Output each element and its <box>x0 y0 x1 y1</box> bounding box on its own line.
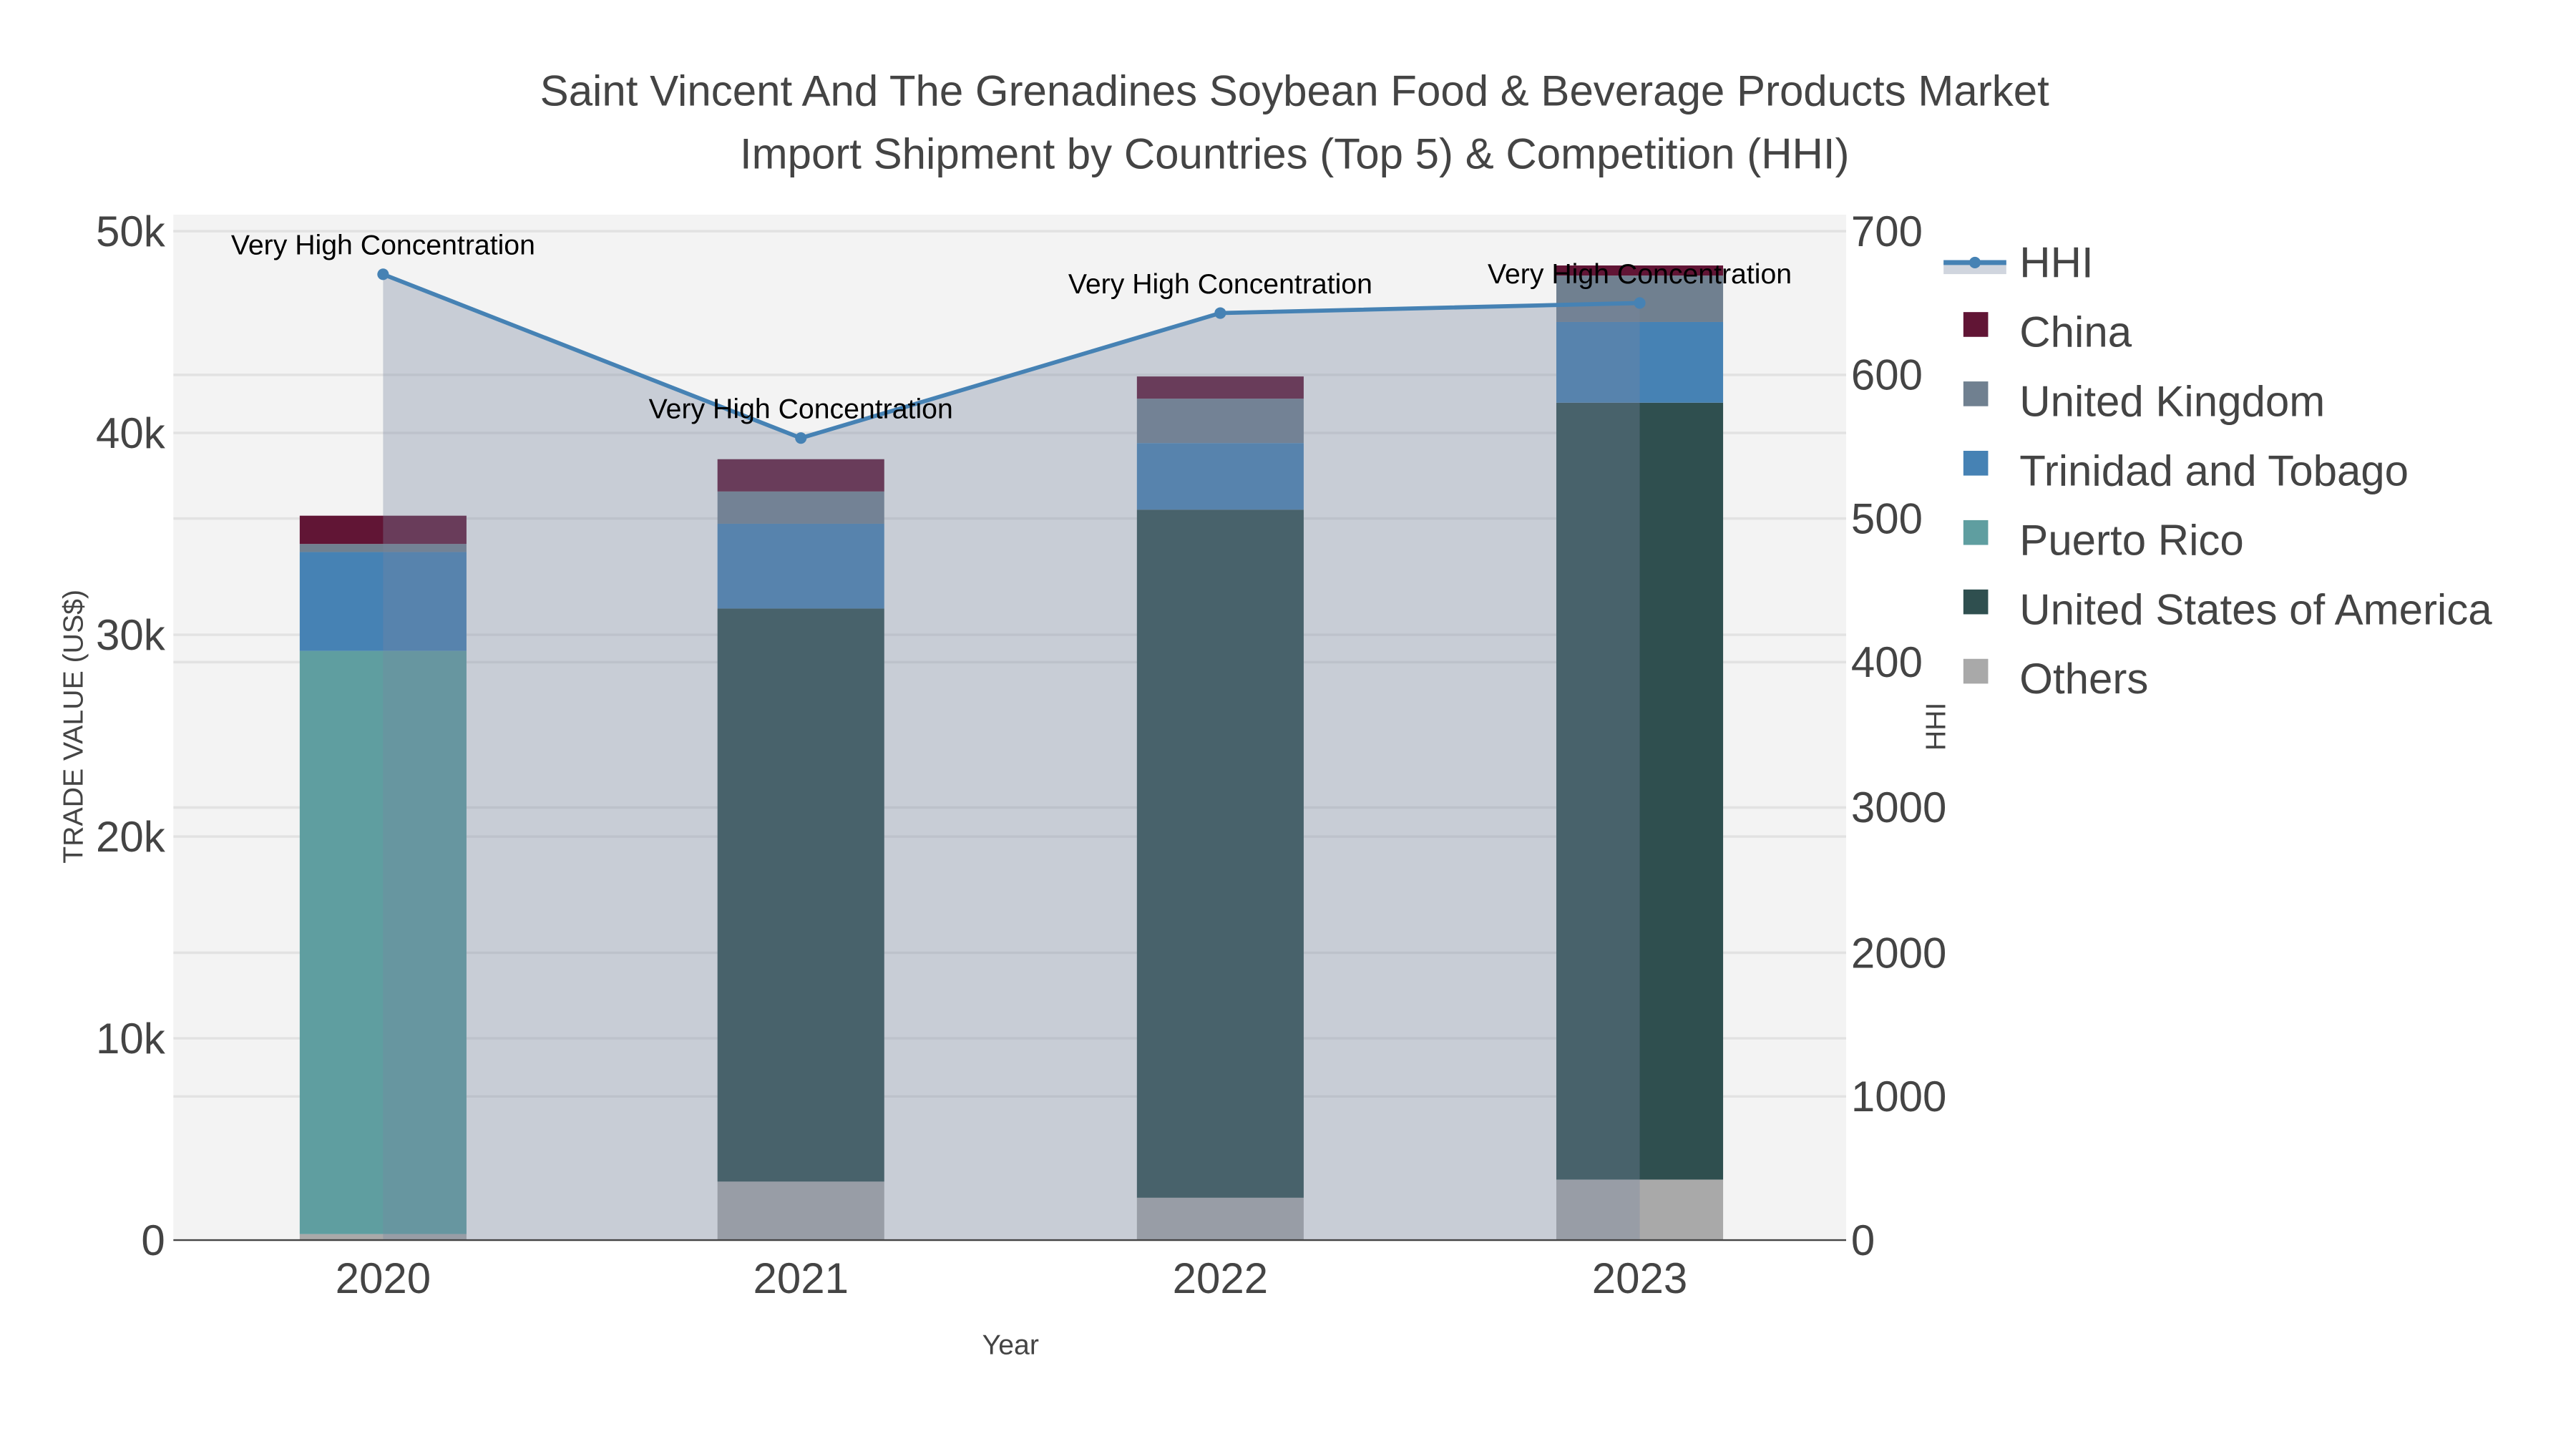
y-tick-label: 20k <box>96 813 166 861</box>
y-tick-label: 30k <box>96 611 166 659</box>
bar-china-2022[interactable] <box>1136 376 1304 399</box>
legend-label: United Kingdom <box>2019 378 2325 426</box>
chart-title-line2: Import Shipment by Countries (Top 5) & C… <box>740 130 1850 177</box>
y-tick-label: 40k <box>96 409 166 457</box>
legend-label: China <box>2019 308 2132 356</box>
bar-others-2020[interactable] <box>299 1234 467 1241</box>
bar-others-2022[interactable] <box>1136 1197 1304 1241</box>
y-axis-title: TRADE VALUE (US$) <box>57 590 89 864</box>
legend-label: HHI <box>2019 239 2093 287</box>
bar-trinidad-and-tobago-2022[interactable] <box>1136 443 1304 510</box>
bar-puerto-rico-2020[interactable] <box>299 650 467 1234</box>
bar-united-kingdom-2020[interactable] <box>299 544 467 552</box>
y2-tick-label: 1000 <box>1851 1073 1946 1121</box>
bars <box>299 265 1724 1241</box>
chart-title-line1: Saint Vincent And The Grenadines Soybean… <box>540 67 2049 115</box>
hhi-annotation: Very High Concentration <box>649 393 953 424</box>
hhi-annotation: Very High Concentration <box>1488 258 1792 290</box>
x-tick-label: 2022 <box>1173 1254 1268 1302</box>
legend-label: Others <box>2019 655 2148 703</box>
y2-tick-label: 3000 <box>1851 784 1946 831</box>
y-tick-label: 50k <box>96 208 166 255</box>
legend-item-hhi[interactable]: HHI <box>1943 239 2094 287</box>
bar-united-kingdom-2021[interactable] <box>717 491 884 524</box>
y2-tick-label: 700 <box>1851 208 1923 255</box>
bar-trinidad-and-tobago-2020[interactable] <box>299 552 467 651</box>
hhi-point-2023[interactable] <box>1634 297 1646 309</box>
hhi-point-2020[interactable] <box>377 268 389 280</box>
legend-swatch-icon <box>1963 381 1989 406</box>
legend-item-united-kingdom[interactable]: United Kingdom <box>1963 378 2325 426</box>
bar-united-states-of-america-2021[interactable] <box>717 608 884 1182</box>
hhi-area <box>383 274 1640 1241</box>
y2-tick-label: 0 <box>1851 1216 1875 1264</box>
legend-swatch-icon <box>1963 589 1989 615</box>
x-tick-label: 2020 <box>336 1254 431 1302</box>
legend-swatch-icon <box>1963 519 1989 545</box>
x-tick-label: 2023 <box>1592 1254 1687 1302</box>
hhi-legend-marker-icon <box>1968 256 1981 268</box>
legend-item-others[interactable]: Others <box>1963 655 2149 703</box>
legend-label: United States of America <box>2019 585 2492 633</box>
hhi-annotation: Very High Concentration <box>1068 268 1372 300</box>
bar-united-states-of-america-2022[interactable] <box>1136 509 1304 1198</box>
bar-trinidad-and-tobago-2021[interactable] <box>717 523 884 609</box>
bar-others-2023[interactable] <box>1556 1179 1724 1241</box>
bar-united-states-of-america-2023[interactable] <box>1556 402 1724 1180</box>
hhi-annotation: Very High Concentration <box>231 230 535 261</box>
legend-label: Trinidad and Tobago <box>2019 447 2409 494</box>
legend-item-trinidad-and-tobago[interactable]: Trinidad and Tobago <box>1963 447 2409 494</box>
legend-label: Puerto Rico <box>2019 516 2243 564</box>
hhi-point-2021[interactable] <box>795 432 807 444</box>
bar-trinidad-and-tobago-2023[interactable] <box>1556 321 1724 403</box>
bar-others-2021[interactable] <box>717 1181 884 1241</box>
legend-swatch-icon <box>1963 658 1989 684</box>
bar-china-2023[interactable] <box>1556 265 1724 276</box>
legend-item-united-states-of-america[interactable]: United States of America <box>1963 585 2492 633</box>
y2-tick-label: 600 <box>1851 351 1923 399</box>
y2-tick-label: 500 <box>1851 494 1923 542</box>
x-tick-label: 2021 <box>753 1254 848 1302</box>
tick-labels: 0 10k 20k 30k 40k 50k 0 1000 2000 3000 400 500 600 70… <box>96 208 1946 1302</box>
y2-axis-title: HHI <box>1920 703 1951 751</box>
y-tick-label: 10k <box>96 1015 166 1063</box>
bar-china-2020[interactable] <box>299 515 467 545</box>
legend: HHI China United Kingdom Trinidad and Tobag… <box>1943 239 2492 703</box>
x-axis-title: Year <box>982 1329 1039 1360</box>
y-tick-label: 0 <box>141 1216 165 1264</box>
hhi-series: Very High Concentration Very High Concent… <box>231 230 1792 1241</box>
y2-tick-label: 2000 <box>1851 929 1946 977</box>
legend-swatch-icon <box>1963 451 1989 476</box>
legend-swatch-icon <box>1963 312 1989 337</box>
bar-china-2021[interactable] <box>717 459 884 492</box>
legend-item-puerto-rico[interactable]: Puerto Rico <box>1963 516 2244 564</box>
hhi-line <box>382 272 1640 441</box>
legend-item-china[interactable]: China <box>1963 308 2132 356</box>
hhi-point-2022[interactable] <box>1214 307 1226 319</box>
bar-united-kingdom-2022[interactable] <box>1136 399 1304 444</box>
y2-tick-label: 400 <box>1851 638 1923 686</box>
